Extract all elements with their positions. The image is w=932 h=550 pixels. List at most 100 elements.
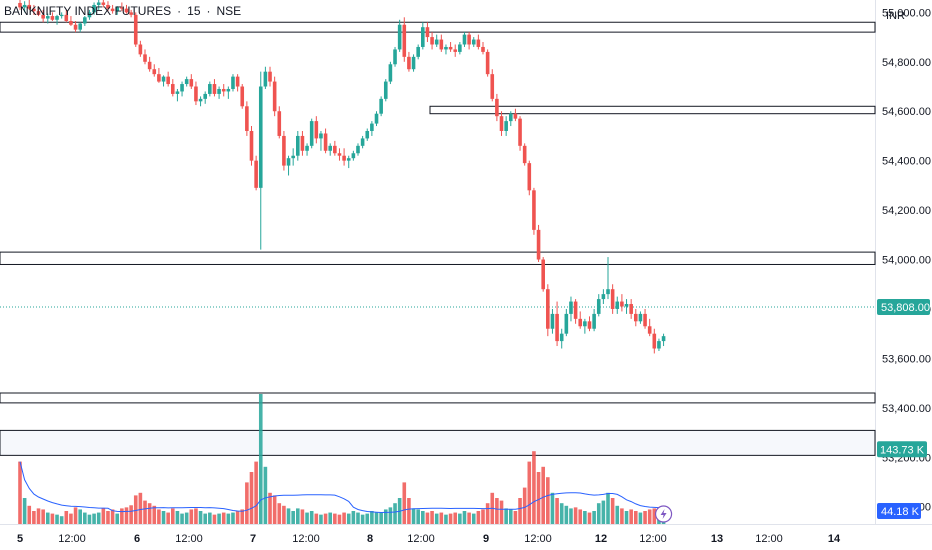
candle-body [69, 21, 73, 25]
candle-body [346, 158, 351, 161]
volume-bar [194, 508, 198, 524]
volume-bar [541, 466, 545, 524]
time-tick-label: 12 [595, 533, 607, 545]
candle-body [453, 49, 458, 52]
time-tick-label: 14 [828, 533, 841, 545]
candle-body [601, 294, 606, 300]
volume-bar [175, 511, 180, 524]
candle-body [550, 313, 555, 329]
candle-body [397, 24, 402, 50]
volume-bar [83, 512, 87, 524]
candle-body [208, 84, 212, 94]
volume-bar [254, 461, 258, 524]
volume-bar [337, 514, 342, 524]
volume-bar [587, 512, 592, 524]
candle-body [22, 4, 27, 8]
volume-bar [110, 509, 115, 524]
time-tick-label: 12:00 [524, 533, 552, 545]
volume-bar [249, 472, 254, 524]
candle-body [333, 145, 337, 154]
last-price-tag [877, 298, 930, 315]
candle-body [633, 313, 638, 322]
volume-bar [583, 511, 587, 524]
volume-bar [578, 509, 583, 524]
candle-body [170, 84, 175, 94]
volume-bar [518, 498, 522, 524]
candle-body [402, 24, 407, 57]
volume-bar [73, 507, 78, 524]
price-zone-box [0, 251, 876, 265]
volume-bar [508, 509, 513, 524]
volume-bar [208, 512, 212, 524]
volume-bar [476, 511, 481, 524]
time-tick-label: 12:00 [639, 533, 667, 545]
candle-body [421, 27, 425, 47]
symbol-name: BANKNIFTY INDEX FUTURES [4, 4, 172, 18]
currency-label[interactable]: INR [886, 10, 905, 22]
candle-body [147, 61, 152, 70]
candle-body [268, 71, 272, 82]
volume-bar [615, 505, 620, 524]
volume-bar [203, 513, 207, 524]
volume-bar [467, 512, 471, 524]
volume-bar [96, 512, 101, 524]
volume-bar [550, 492, 555, 524]
volume-bar [217, 513, 221, 524]
candle-body [296, 135, 300, 156]
volume-bar [92, 513, 96, 524]
volume-bar [374, 512, 379, 524]
price-tick-label: 54,600.00 [882, 106, 931, 118]
candle-body [351, 153, 356, 159]
volume-bar [55, 514, 59, 524]
volume-bar [629, 509, 633, 524]
volume-bar [346, 513, 351, 524]
candle-body [379, 98, 383, 114]
volume-bar [198, 511, 203, 524]
candle-body [490, 74, 495, 99]
candle-body [286, 158, 291, 166]
volume-bar [411, 508, 416, 524]
volume-bar [272, 495, 277, 524]
candle-body [120, 7, 124, 9]
candle-body [175, 91, 180, 94]
candle-body [337, 153, 342, 156]
volume-bar [69, 513, 73, 524]
candle-body [258, 86, 263, 188]
volume-bar [45, 512, 50, 524]
volume-bar [101, 508, 106, 524]
price-tick-label: 55,000.00 [882, 7, 931, 19]
candle-body [240, 86, 245, 107]
volume-bar [601, 500, 606, 524]
volume-bar [133, 495, 138, 524]
candle-body [458, 44, 462, 52]
volume-bar [36, 508, 41, 524]
candle-body [342, 155, 346, 161]
candle-body [606, 289, 610, 295]
candle-body [41, 14, 45, 19]
candle-body [638, 313, 643, 322]
time-tick-label: 8 [367, 533, 373, 545]
volume-bar [59, 516, 64, 524]
candle-body [430, 37, 434, 45]
volume-bar [166, 512, 170, 524]
candle-body [476, 39, 481, 47]
candle-body [444, 46, 448, 50]
candle-body [184, 79, 189, 85]
volume-bar [416, 509, 420, 524]
candle-body [411, 56, 416, 70]
volume-bar [620, 508, 624, 524]
volume-bar [592, 511, 596, 524]
candle-body [629, 304, 633, 314]
candle-body [291, 155, 295, 159]
volume-bar [495, 498, 499, 524]
volume-bar [458, 513, 462, 524]
candle-body [180, 84, 184, 92]
time-tick-label: 9 [483, 533, 489, 545]
candle-body [226, 88, 231, 92]
candle-body [194, 86, 198, 102]
candle-body [231, 76, 235, 89]
candle-body [50, 16, 55, 20]
candle-body [55, 16, 59, 20]
candle-body [87, 12, 92, 18]
